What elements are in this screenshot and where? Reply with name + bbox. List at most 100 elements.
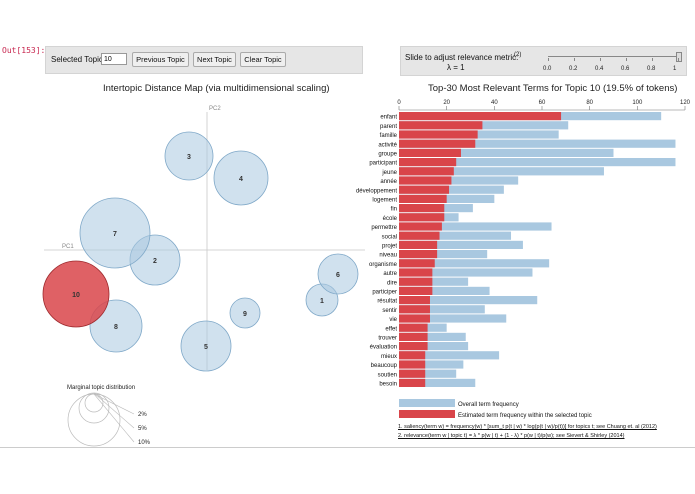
bar-estimated-trouver[interactable] xyxy=(399,332,428,341)
bar-estimated-enfant[interactable] xyxy=(399,112,562,121)
term-label-social[interactable]: social xyxy=(382,234,397,240)
bar-estimated-projet[interactable] xyxy=(399,240,438,249)
bar-overall-activité[interactable] xyxy=(399,139,676,148)
bar-overall-social[interactable] xyxy=(399,231,512,240)
term-label-année[interactable]: année xyxy=(380,179,397,185)
bar-overall-logement[interactable] xyxy=(399,194,495,203)
term-label-vie[interactable]: vie xyxy=(389,317,397,323)
term-label-trouver[interactable]: trouver xyxy=(378,336,397,342)
bar-estimated-vie[interactable] xyxy=(399,314,430,323)
term-label-permettre[interactable]: permettre xyxy=(371,225,397,231)
bar-estimated-école[interactable] xyxy=(399,213,445,222)
term-label-développement[interactable]: développement xyxy=(356,188,397,194)
bar-overall-parent[interactable] xyxy=(399,121,569,130)
relevance-note-link[interactable]: 2. relevance(term w | topic t) = λ * p(w… xyxy=(398,433,625,439)
term-label-effet[interactable]: effet xyxy=(385,326,397,332)
term-label-résultat[interactable]: résultat xyxy=(377,299,397,305)
selected-topic-input[interactable] xyxy=(101,53,127,65)
bar-overall-niveau[interactable] xyxy=(399,250,488,259)
topic-bubble-7[interactable] xyxy=(79,197,151,269)
term-label-famille[interactable]: famille xyxy=(380,133,398,139)
bar-overall-soutien[interactable] xyxy=(399,369,457,378)
bar-estimated-sentir[interactable] xyxy=(399,305,430,314)
bar-estimated-activité[interactable] xyxy=(399,139,476,148)
topic-bubble-4[interactable] xyxy=(213,150,269,206)
bar-estimated-mieux[interactable] xyxy=(399,351,426,360)
previous-topic-button[interactable]: Previous Topic xyxy=(132,52,189,67)
term-label-besoin[interactable]: besoin xyxy=(379,382,397,388)
bar-overall-jeune[interactable] xyxy=(399,167,604,176)
bar-estimated-groupe[interactable] xyxy=(399,148,461,157)
term-label-participant[interactable]: participant xyxy=(369,161,397,167)
lambda-slider-handle[interactable] xyxy=(676,52,682,62)
bar-overall-résultat[interactable] xyxy=(399,296,538,305)
saliency-note-link[interactable]: 1. saliency(term w) = frequency(w) * [su… xyxy=(398,424,657,430)
bar-overall-autre[interactable] xyxy=(399,268,533,277)
bar-overall-famille[interactable] xyxy=(399,130,559,139)
bar-estimated-résultat[interactable] xyxy=(399,296,430,305)
bar-estimated-fin[interactable] xyxy=(399,204,445,213)
bar-estimated-participant[interactable] xyxy=(399,158,457,167)
next-topic-button[interactable]: Next Topic xyxy=(193,52,236,67)
bar-overall-développement[interactable] xyxy=(399,185,504,194)
bar-estimated-effet[interactable] xyxy=(399,323,428,332)
bar-estimated-permettre[interactable] xyxy=(399,222,442,231)
bar-overall-année[interactable] xyxy=(399,176,519,185)
term-label-autre[interactable]: autre xyxy=(383,271,397,277)
bar-estimated-niveau[interactable] xyxy=(399,250,438,259)
bar-overall-groupe[interactable] xyxy=(399,148,614,157)
bar-estimated-évaluation[interactable] xyxy=(399,342,428,351)
bar-overall-trouver[interactable] xyxy=(399,332,466,341)
bar-overall-dire[interactable] xyxy=(399,277,469,286)
term-label-groupe[interactable]: groupe xyxy=(378,152,397,158)
bar-estimated-autre[interactable] xyxy=(399,268,433,277)
lambda-slider-track[interactable] xyxy=(548,56,678,57)
bar-estimated-dire[interactable] xyxy=(399,277,433,286)
bar-estimated-année[interactable] xyxy=(399,176,452,185)
term-label-participer[interactable]: participer xyxy=(372,290,397,296)
bar-overall-participer[interactable] xyxy=(399,286,490,295)
clear-topic-button[interactable]: Clear Topic xyxy=(240,52,286,67)
term-label-parent[interactable]: parent xyxy=(380,124,397,130)
bar-estimated-soutien[interactable] xyxy=(399,369,426,378)
term-label-projet[interactable]: projet xyxy=(382,244,397,250)
slider-help-link[interactable]: (2) xyxy=(514,52,522,58)
bar-estimated-organisme[interactable] xyxy=(399,259,435,268)
term-label-sentir[interactable]: sentir xyxy=(382,308,397,314)
bar-overall-organisme[interactable] xyxy=(399,259,550,268)
term-label-évaluation[interactable]: évaluation xyxy=(370,345,397,351)
bar-overall-permettre[interactable] xyxy=(399,222,552,231)
bar-estimated-parent[interactable] xyxy=(399,121,483,130)
term-label-école[interactable]: école xyxy=(383,216,398,222)
bar-estimated-développement[interactable] xyxy=(399,185,450,194)
bar-overall-besoin[interactable] xyxy=(399,378,476,387)
bar-overall-beaucoup[interactable] xyxy=(399,360,464,369)
bar-estimated-famille[interactable] xyxy=(399,130,478,139)
term-label-dire[interactable]: dire xyxy=(387,280,398,286)
topic-bubble-9[interactable] xyxy=(229,297,261,329)
term-label-enfant[interactable]: enfant xyxy=(380,115,397,121)
term-label-niveau[interactable]: niveau xyxy=(379,253,397,259)
term-label-jeune[interactable]: jeune xyxy=(381,170,397,176)
term-label-beaucoup[interactable]: beaucoup xyxy=(371,363,398,369)
term-label-mieux[interactable]: mieux xyxy=(381,354,397,360)
bar-estimated-social[interactable] xyxy=(399,231,440,240)
bar-overall-sentir[interactable] xyxy=(399,305,485,314)
topic-bubble-6[interactable] xyxy=(317,253,359,295)
bar-overall-évaluation[interactable] xyxy=(399,342,469,351)
topic-bubble-10[interactable] xyxy=(42,260,110,328)
topic-bubble-3[interactable] xyxy=(164,131,214,181)
bar-estimated-jeune[interactable] xyxy=(399,167,454,176)
bar-overall-participant[interactable] xyxy=(399,158,676,167)
bar-overall-vie[interactable] xyxy=(399,314,507,323)
bar-overall-mieux[interactable] xyxy=(399,351,500,360)
term-label-activité[interactable]: activité xyxy=(378,142,397,148)
term-label-organisme[interactable]: organisme xyxy=(369,262,398,268)
bar-estimated-besoin[interactable] xyxy=(399,378,426,387)
term-label-logement[interactable]: logement xyxy=(372,198,397,204)
term-label-fin[interactable]: fin xyxy=(391,207,397,213)
bar-estimated-beaucoup[interactable] xyxy=(399,360,426,369)
bar-estimated-logement[interactable] xyxy=(399,194,447,203)
bar-overall-projet[interactable] xyxy=(399,240,523,249)
bar-estimated-participer[interactable] xyxy=(399,286,433,295)
